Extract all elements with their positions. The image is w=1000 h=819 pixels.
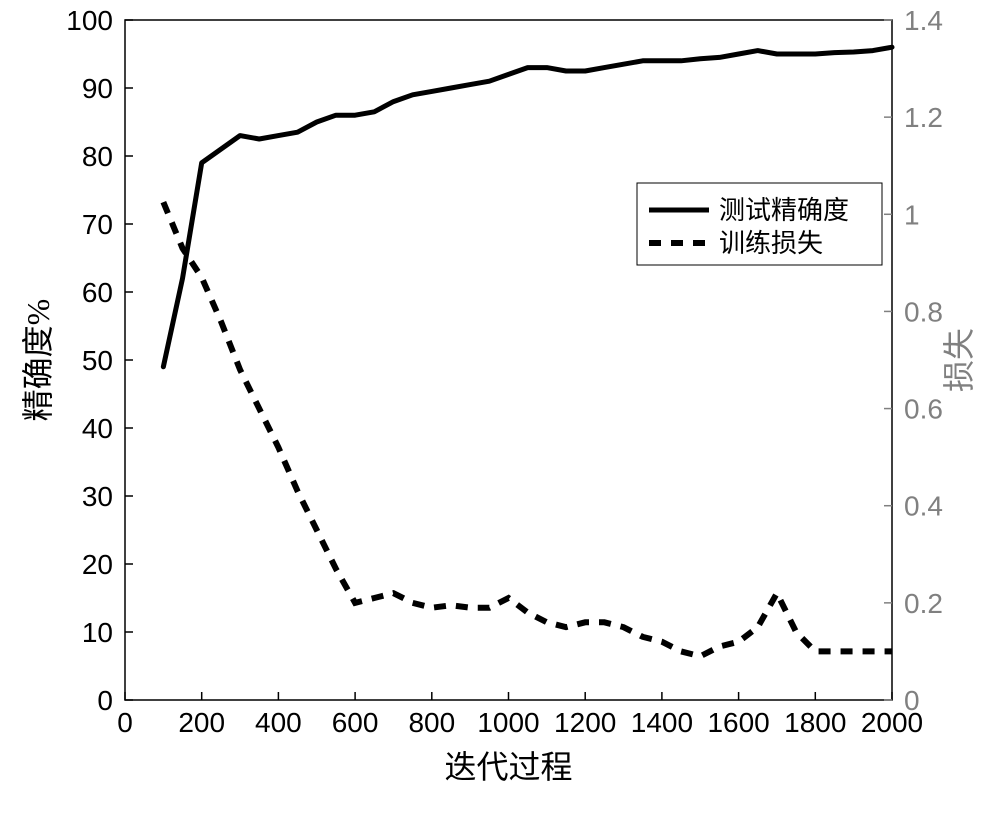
x-tick-label: 600 xyxy=(332,707,379,738)
y-left-tick-label: 10 xyxy=(82,617,113,648)
y-left-tick-label: 50 xyxy=(82,345,113,376)
y-right-tick-label: 0.8 xyxy=(904,296,943,327)
y-left-tick-label: 0 xyxy=(97,685,113,716)
y-right-tick-label: 1.4 xyxy=(904,5,943,36)
x-tick-label: 800 xyxy=(408,707,455,738)
y-left-axis-label: 精确度% xyxy=(20,299,56,422)
y-left-tick-label: 70 xyxy=(82,209,113,240)
loss-line xyxy=(163,202,892,656)
y-left-tick-label: 100 xyxy=(66,5,113,36)
x-tick-label: 1400 xyxy=(631,707,693,738)
x-axis-label: 迭代过程 xyxy=(444,749,572,785)
x-tick-label: 200 xyxy=(178,707,225,738)
y-right-tick-label: 1 xyxy=(904,199,920,230)
y-right-tick-label: 1.2 xyxy=(904,102,943,133)
chart-container: 0200400600800100012001400160018002000迭代过… xyxy=(0,0,1000,819)
y-right-tick-label: 0.6 xyxy=(904,394,943,425)
y-left-tick-label: 80 xyxy=(82,141,113,172)
y-right-tick-label: 0.2 xyxy=(904,588,943,619)
y-right-tick-label: 0 xyxy=(904,685,920,716)
y-left-tick-label: 30 xyxy=(82,481,113,512)
y-right-tick-label: 0.4 xyxy=(904,491,943,522)
x-tick-label: 1000 xyxy=(477,707,539,738)
chart-svg: 0200400600800100012001400160018002000迭代过… xyxy=(0,0,1000,819)
legend-label-accuracy: 测试精确度 xyxy=(719,196,849,225)
y-left-tick-label: 60 xyxy=(82,277,113,308)
y-left-tick-label: 90 xyxy=(82,73,113,104)
x-tick-label: 400 xyxy=(255,707,302,738)
y-right-axis-label: 损失 xyxy=(941,328,977,392)
legend-label-loss: 训练损失 xyxy=(719,229,823,258)
x-tick-label: 1800 xyxy=(784,707,846,738)
y-left-tick-label: 20 xyxy=(82,549,113,580)
x-tick-label: 1600 xyxy=(707,707,769,738)
y-left-tick-label: 40 xyxy=(82,413,113,444)
x-tick-label: 1200 xyxy=(554,707,616,738)
x-tick-label: 0 xyxy=(117,707,133,738)
